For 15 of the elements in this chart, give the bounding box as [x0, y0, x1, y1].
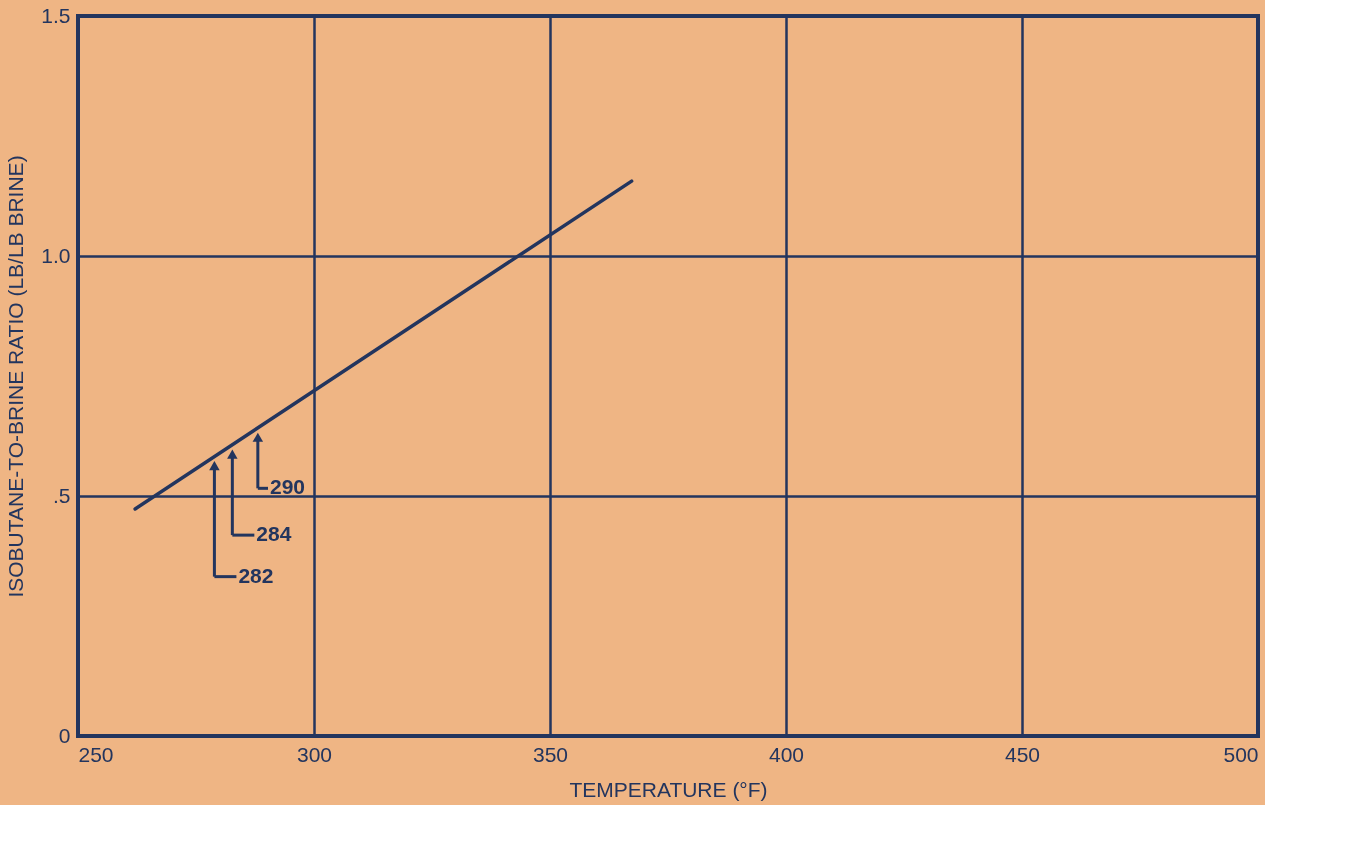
- annotation: 284: [256, 522, 292, 546]
- x-tick-label: 250: [78, 742, 114, 766]
- x-tick-label: 450: [1004, 742, 1041, 766]
- x-tick-label: 350: [532, 742, 569, 766]
- y-tick-label: .5: [52, 483, 71, 507]
- x-tick-label: 400: [768, 742, 805, 766]
- y-tick-label: 1.5: [41, 3, 71, 27]
- x-tick-label: 300: [296, 742, 333, 766]
- y-tick-label: 1.0: [41, 243, 71, 267]
- y-tick-label: 0: [58, 723, 71, 747]
- x-axis-title: TEMPERATURE (°F): [569, 777, 768, 801]
- y-axis-title: ISOBUTANE-TO-BRINE RATIO (LB/LB BRINE): [4, 155, 28, 598]
- annotation: 282: [238, 563, 274, 587]
- x-tick-label: 500: [1223, 742, 1259, 766]
- annotation: 290: [270, 475, 306, 499]
